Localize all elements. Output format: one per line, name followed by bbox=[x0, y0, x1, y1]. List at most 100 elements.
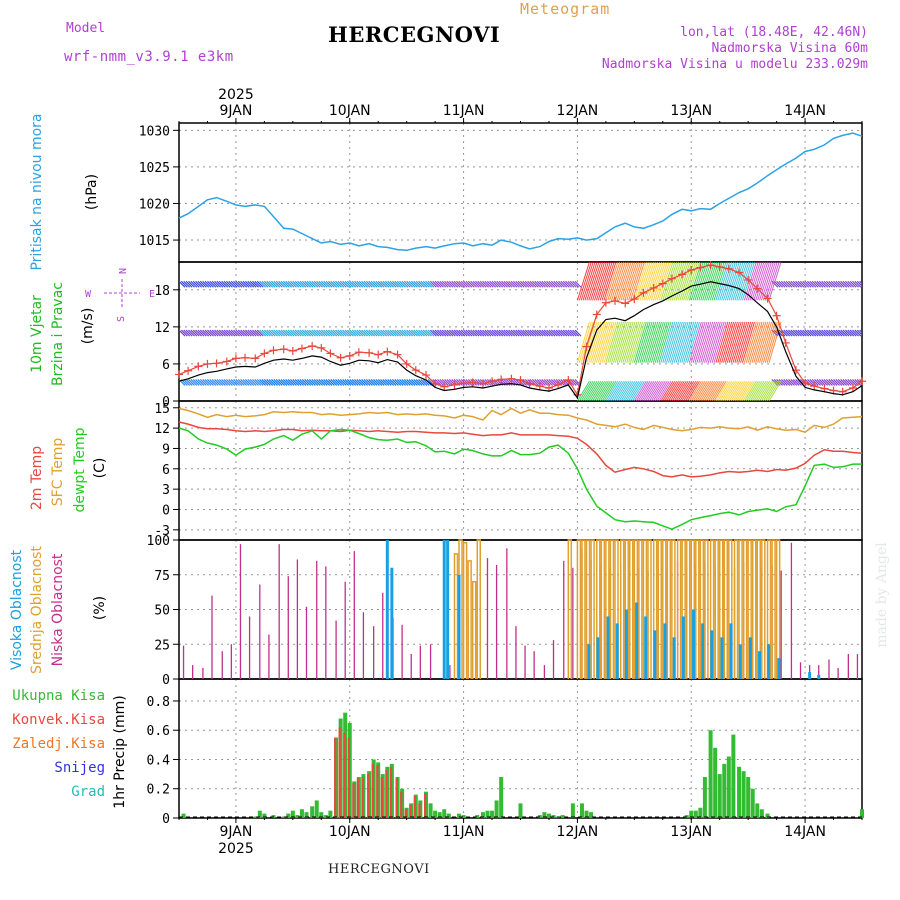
precip-total-bar bbox=[741, 771, 746, 818]
precip-total-bar bbox=[428, 803, 433, 818]
cloud-mid-bar bbox=[666, 539, 672, 679]
wind-barb bbox=[736, 380, 750, 401]
wind-barb bbox=[555, 329, 563, 337]
wind-barb bbox=[446, 329, 454, 337]
wind-barb bbox=[491, 329, 499, 337]
cloud-mid-bar bbox=[766, 539, 772, 679]
gust-marker bbox=[431, 379, 440, 388]
gust-marker bbox=[478, 379, 487, 388]
wind-barb bbox=[399, 329, 406, 337]
wind-barb bbox=[242, 329, 250, 337]
precip-total-bar bbox=[750, 788, 755, 818]
wind-barb bbox=[361, 379, 369, 386]
cloud-mid-bar bbox=[614, 539, 619, 679]
wind-barb bbox=[484, 280, 492, 288]
gust-marker bbox=[724, 264, 733, 273]
wind-barb bbox=[247, 280, 255, 288]
wind-barb bbox=[633, 380, 647, 401]
wind-barb bbox=[508, 280, 516, 288]
wind-barb bbox=[237, 329, 245, 337]
precip-total-bar bbox=[722, 763, 727, 818]
wind-barb bbox=[768, 321, 782, 363]
label-wind: 10m Vjetar bbox=[29, 295, 45, 373]
wind-barb bbox=[444, 329, 452, 337]
wind-barb bbox=[730, 321, 744, 363]
wind-barb bbox=[425, 329, 433, 337]
wind-barb bbox=[849, 329, 857, 337]
wind-barb bbox=[696, 380, 710, 401]
wind-barb bbox=[401, 280, 409, 288]
wind-barb bbox=[339, 329, 347, 337]
gust-marker bbox=[231, 354, 240, 363]
wind-barb bbox=[723, 262, 736, 301]
precip-total-bar bbox=[446, 813, 451, 818]
wind-barb bbox=[358, 379, 366, 386]
wind-barb bbox=[740, 262, 754, 301]
wind-barb bbox=[254, 329, 262, 337]
wind-barb bbox=[844, 329, 852, 337]
precip-total-bar bbox=[584, 810, 589, 818]
precip-total-bar bbox=[310, 806, 315, 818]
wind-barb bbox=[692, 321, 706, 363]
wind-barb bbox=[637, 380, 651, 401]
precip-total-bar bbox=[589, 812, 594, 818]
wind-barb bbox=[278, 379, 286, 386]
wind-barb bbox=[529, 280, 537, 288]
wind-barb bbox=[479, 280, 487, 288]
wind-barb bbox=[753, 262, 767, 301]
wind-barb bbox=[226, 379, 233, 386]
wind-barb bbox=[439, 280, 447, 288]
wind-barb bbox=[342, 329, 350, 337]
wind-barb bbox=[553, 280, 561, 288]
y-tick-label: 0.2 bbox=[147, 783, 170, 798]
wind-barb bbox=[252, 329, 259, 337]
wind-barb bbox=[486, 280, 494, 288]
wind-barb bbox=[649, 262, 662, 301]
wind-barb bbox=[609, 262, 623, 301]
gust-marker bbox=[810, 382, 819, 391]
wind-barb bbox=[580, 380, 594, 401]
precip-total-bar bbox=[698, 807, 703, 818]
wind-barb bbox=[762, 262, 776, 301]
wind-barb bbox=[828, 329, 836, 337]
wind-barb bbox=[346, 329, 354, 337]
cloud-mid-bar bbox=[681, 539, 686, 679]
panel-4: 0 25 50 75 100 bbox=[147, 534, 863, 688]
precip-total-bar bbox=[457, 813, 462, 818]
wind-barb bbox=[294, 329, 302, 337]
wind-barb bbox=[616, 380, 630, 401]
cloud-mid-bar bbox=[751, 539, 757, 679]
wind-barb bbox=[280, 280, 288, 288]
wind-barb bbox=[586, 262, 600, 301]
wind-barb bbox=[211, 379, 219, 386]
wind-barb bbox=[590, 262, 604, 301]
wind-barb bbox=[406, 280, 414, 288]
wind-barb bbox=[237, 280, 245, 288]
cloud-mid-bar bbox=[590, 539, 595, 679]
wind-barb bbox=[785, 280, 793, 288]
wind-barb bbox=[768, 380, 782, 401]
wind-barb bbox=[546, 329, 554, 337]
wind-barb bbox=[365, 329, 373, 337]
wind-barb bbox=[692, 380, 706, 401]
wind-barb bbox=[762, 380, 776, 401]
wind-barb bbox=[785, 329, 793, 337]
wind-barb bbox=[580, 321, 594, 363]
wind-barb bbox=[778, 280, 786, 288]
wind-barb bbox=[590, 321, 604, 363]
wind-barb bbox=[332, 379, 340, 386]
wind-barb bbox=[254, 280, 262, 288]
x-tick-label: 12JAN bbox=[557, 103, 599, 119]
x-tick-label: 11JAN bbox=[443, 824, 485, 840]
cloud-mid-bar bbox=[728, 539, 733, 679]
label-pressure-unit: (hPa) bbox=[84, 174, 100, 210]
wind-barb bbox=[249, 280, 257, 288]
wind-barb bbox=[524, 280, 532, 288]
wind-barb bbox=[569, 329, 577, 337]
wind-barb bbox=[816, 329, 824, 337]
wind-barb bbox=[522, 329, 530, 337]
wind-barb bbox=[403, 379, 411, 386]
wind-barb bbox=[795, 329, 803, 337]
wind-barb bbox=[643, 380, 657, 401]
wind-barb bbox=[728, 321, 742, 363]
